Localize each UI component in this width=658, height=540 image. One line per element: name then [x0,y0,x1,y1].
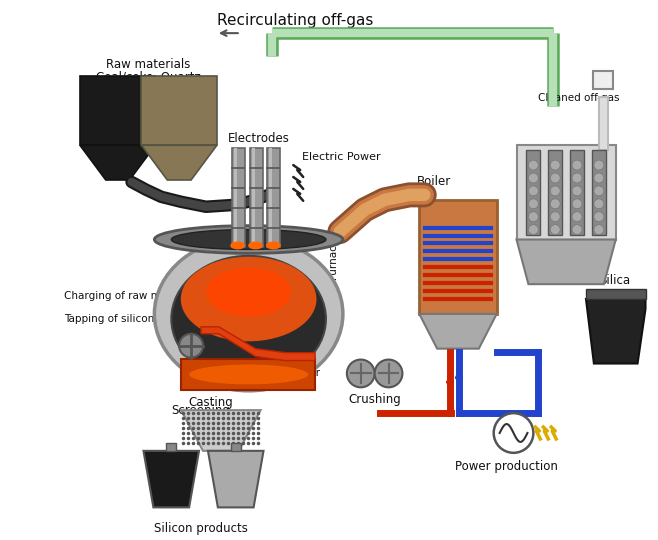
Circle shape [528,212,538,221]
Bar [570,150,584,234]
Circle shape [572,225,582,234]
Polygon shape [141,76,217,145]
Polygon shape [143,451,199,508]
Polygon shape [419,314,497,349]
Circle shape [374,360,403,387]
Text: Coal/coke  Quartz: Coal/coke Quartz [96,71,201,84]
Text: Filter: Filter [548,170,578,183]
Circle shape [494,413,534,453]
Bar [548,150,562,234]
Bar [268,148,280,247]
Circle shape [594,199,604,209]
Circle shape [572,212,582,221]
Text: Furnace: Furnace [328,238,338,279]
Text: Power production: Power production [455,460,558,473]
Bar [249,148,263,247]
Ellipse shape [181,256,316,341]
Bar [251,148,255,247]
Bar [234,148,237,247]
Text: Casting: Casting [189,396,234,409]
Circle shape [550,173,560,183]
Ellipse shape [230,241,245,249]
Circle shape [550,186,560,196]
Text: Electrodes: Electrodes [228,132,290,145]
Circle shape [594,173,604,183]
Ellipse shape [155,226,343,253]
Polygon shape [208,451,263,508]
Text: Crater: Crater [288,368,320,379]
Text: Tapping of silicon: Tapping of silicon [64,314,155,324]
Circle shape [572,173,582,183]
Circle shape [528,186,538,196]
Polygon shape [517,240,616,284]
Polygon shape [141,145,217,180]
Circle shape [594,225,604,234]
Bar [517,145,616,240]
Text: Cleaned off-gas: Cleaned off-gas [538,93,620,103]
Text: Charging of raw material: Charging of raw material [64,291,195,301]
Circle shape [528,225,538,234]
Text: Crushing: Crushing [348,393,401,406]
Circle shape [528,199,538,209]
Circle shape [550,225,560,234]
Text: Boiler: Boiler [417,175,451,188]
Text: Screening: Screening [171,404,230,417]
Bar [419,200,497,314]
Circle shape [347,360,374,387]
Text: Recirculating off-gas: Recirculating off-gas [217,14,374,28]
Ellipse shape [266,241,281,249]
Polygon shape [80,76,155,145]
Bar [270,148,272,247]
Polygon shape [201,327,315,361]
Ellipse shape [155,237,343,391]
Circle shape [528,160,538,170]
Text: Silicon products: Silicon products [154,522,248,535]
Text: Electric Power: Electric Power [302,152,381,162]
Text: Raw materials: Raw materials [106,58,191,71]
Circle shape [550,212,560,221]
Ellipse shape [248,241,263,249]
Bar [231,443,241,451]
Circle shape [550,199,560,209]
Text: Silica: Silica [599,274,630,287]
Polygon shape [181,410,261,451]
Circle shape [572,186,582,196]
Circle shape [594,186,604,196]
Bar [586,289,645,299]
Bar [592,150,606,234]
Ellipse shape [206,267,291,316]
Circle shape [572,160,582,170]
Circle shape [572,199,582,209]
Polygon shape [181,359,315,390]
Circle shape [528,173,538,183]
Circle shape [179,334,203,357]
Bar [232,148,245,247]
Polygon shape [80,145,155,180]
Circle shape [594,212,604,221]
Ellipse shape [171,256,326,382]
Circle shape [594,160,604,170]
Bar [166,443,176,451]
Polygon shape [586,299,645,363]
Circle shape [550,160,560,170]
Ellipse shape [171,230,326,249]
Bar [526,150,540,234]
Bar [593,71,613,89]
Ellipse shape [189,364,308,384]
